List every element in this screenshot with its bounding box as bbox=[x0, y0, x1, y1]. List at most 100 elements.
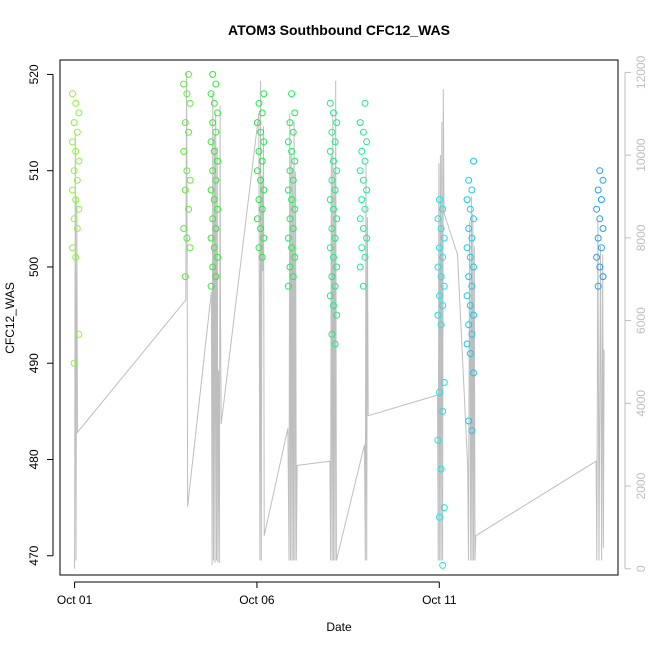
data-point bbox=[436, 388, 443, 396]
data-point bbox=[470, 215, 477, 223]
x-tick-label: Oct 11 bbox=[422, 593, 457, 607]
x-tick-label: Oct 01 bbox=[57, 593, 93, 607]
data-point bbox=[255, 147, 263, 155]
y-axis-label: CFC12_WAS bbox=[3, 282, 17, 354]
data-point bbox=[593, 253, 601, 261]
data-point bbox=[69, 90, 76, 98]
data-point bbox=[181, 119, 189, 127]
data-point bbox=[289, 128, 297, 136]
data-point bbox=[260, 138, 268, 146]
data-point bbox=[286, 119, 294, 127]
data-point bbox=[288, 196, 296, 204]
data-point bbox=[255, 196, 263, 204]
data-point bbox=[258, 109, 266, 117]
data-point bbox=[594, 282, 602, 290]
data-point bbox=[466, 205, 474, 213]
data-point bbox=[465, 225, 473, 232]
data-point bbox=[331, 340, 339, 348]
data-point bbox=[470, 157, 477, 165]
data-point bbox=[258, 157, 266, 165]
data-point bbox=[330, 157, 337, 165]
data-point bbox=[328, 128, 336, 136]
data-point bbox=[70, 359, 78, 367]
data-point bbox=[596, 263, 604, 271]
data-point bbox=[73, 176, 81, 184]
data-point bbox=[330, 253, 337, 261]
data-point bbox=[69, 138, 76, 146]
data-point bbox=[207, 234, 215, 242]
data-point bbox=[260, 234, 268, 242]
altitude-trace-line bbox=[74, 72, 605, 569]
data-point bbox=[436, 292, 443, 300]
data-point bbox=[361, 253, 369, 261]
data-point bbox=[288, 90, 296, 98]
data-point bbox=[209, 263, 217, 271]
data-point bbox=[440, 234, 448, 242]
data-point bbox=[466, 253, 474, 261]
data-point bbox=[288, 147, 296, 155]
data-point bbox=[468, 427, 476, 435]
data-point bbox=[439, 561, 447, 569]
data-point bbox=[434, 263, 442, 271]
data-point bbox=[289, 176, 297, 184]
y-tick-label: 480 bbox=[27, 449, 41, 469]
data-point bbox=[361, 157, 369, 165]
x-axis-label: Date bbox=[326, 620, 352, 634]
data-point bbox=[69, 244, 76, 252]
data-point bbox=[260, 186, 268, 194]
data-point bbox=[466, 350, 474, 358]
data-point bbox=[284, 282, 292, 290]
data-point bbox=[333, 311, 341, 319]
data-point bbox=[286, 167, 294, 175]
data-point bbox=[180, 147, 188, 155]
data-point bbox=[356, 167, 364, 175]
right-tick-label: 6000 bbox=[634, 307, 648, 334]
data-point bbox=[210, 147, 218, 155]
points-layer bbox=[69, 70, 607, 569]
data-point bbox=[333, 167, 341, 175]
data-point bbox=[75, 205, 83, 213]
data-point bbox=[363, 234, 371, 242]
data-point bbox=[363, 186, 371, 194]
data-point bbox=[468, 234, 476, 242]
data-point bbox=[212, 225, 220, 232]
data-point bbox=[75, 157, 83, 165]
data-point bbox=[258, 253, 266, 261]
data-point bbox=[70, 119, 78, 127]
data-point bbox=[214, 157, 221, 165]
data-point bbox=[437, 321, 445, 329]
data-point bbox=[359, 176, 367, 184]
data-point bbox=[253, 215, 261, 223]
data-point bbox=[185, 205, 192, 213]
data-point bbox=[470, 311, 477, 319]
data-point bbox=[440, 282, 448, 290]
data-point bbox=[437, 465, 445, 473]
data-point bbox=[597, 244, 605, 252]
data-point bbox=[284, 186, 292, 194]
data-point bbox=[356, 263, 364, 271]
right-tick-label: 4000 bbox=[634, 390, 648, 417]
data-point bbox=[439, 302, 447, 309]
data-point bbox=[183, 90, 191, 98]
data-point bbox=[596, 167, 604, 175]
data-point bbox=[181, 186, 189, 194]
y-tick-label: 520 bbox=[27, 64, 41, 84]
data-point bbox=[209, 215, 217, 223]
right-tick-label: 10000 bbox=[634, 138, 648, 172]
data-point bbox=[599, 225, 607, 232]
data-point bbox=[436, 513, 443, 521]
data-point bbox=[183, 234, 191, 242]
data-point bbox=[465, 321, 473, 329]
data-point bbox=[72, 196, 80, 204]
data-point bbox=[326, 147, 334, 155]
data-point bbox=[209, 70, 217, 78]
data-point bbox=[207, 186, 215, 194]
data-point bbox=[331, 186, 339, 194]
data-point bbox=[439, 407, 447, 415]
data-point bbox=[207, 138, 215, 146]
data-point bbox=[363, 138, 371, 146]
data-point bbox=[330, 205, 337, 213]
data-point bbox=[212, 273, 220, 281]
data-point bbox=[180, 80, 188, 88]
